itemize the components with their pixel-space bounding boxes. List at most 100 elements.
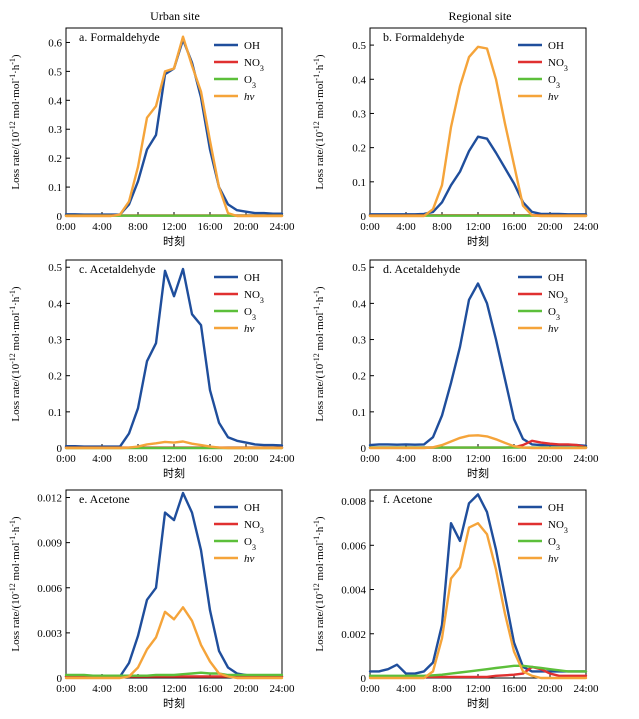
x-tick-label: 24:00 [269,221,295,233]
y-tick-label: 0.002 [341,629,366,641]
panel-title: d. Acetaldehyde [383,262,460,276]
y-axis-label: Loss rate/(10-12 mol·mol-1·h-1) [8,286,23,422]
legend-label-hv: hv [244,91,255,103]
x-tick-label: 8:00 [128,453,148,465]
y-axis-label: Loss rate/(10-12 mol·mol-1·h-1) [312,54,327,190]
panel-4: 0 0.1 0.2 0.3 0.4 0.5 0:00 4:00 8:00 12:00 16:00 20… [312,259,599,480]
legend-label-oh: OH [548,502,564,514]
series-line-hv [64,35,284,218]
x-axis-label: 时刻 [163,234,185,248]
y-axis-label: Loss rate/(10-12 mol·mol-1·h-1) [8,54,23,190]
y-tick-label: 0.3 [48,124,62,136]
x-tick-label: 8:00 [432,683,452,695]
x-tick-label: 0:00 [56,683,76,695]
y-tick-label: 0.004 [341,585,366,597]
x-tick-label: 0:00 [360,453,380,465]
legend-label-oh: OH [548,272,564,284]
x-tick-label: 20:00 [233,683,259,695]
y-tick-label: 0.009 [37,538,62,550]
y-tick-label: 0 [57,211,63,223]
x-axis-label: 时刻 [163,466,185,480]
x-tick-label: 20:00 [233,221,259,233]
series-line-hv [64,440,284,450]
y-tick-label: 0.008 [341,496,366,508]
y-tick-label: 0.3 [352,108,366,120]
x-tick-label: 0:00 [360,221,380,233]
x-axis-label: 时刻 [467,696,489,710]
panel-6: 0 0.002 0.004 0.006 0.008 0:00 4:00 8:00 12:00 16… [312,489,599,710]
x-tick-label: 12:00 [161,683,187,695]
panel-title: a. Formaldehyde [79,30,160,44]
x-tick-label: 16:00 [501,683,527,695]
series-line-hv [368,522,588,680]
x-tick-label: 24:00 [573,221,599,233]
series-line-hv [64,606,284,680]
panels: 0 0.1 0.2 0.3 0.4 0.5 0.6 0:00 4:00 8:00 12:00 16:0… [8,27,599,710]
x-tick-label: 4:00 [396,683,416,695]
series-line-oh [368,135,588,216]
x-tick-label: 8:00 [432,453,452,465]
x-tick-label: 16:00 [197,221,223,233]
x-tick-label: 24:00 [269,453,295,465]
panel-2: 0 0.1 0.2 0.3 0.4 0.5 0:00 4:00 8:00 12:00 16:00 20… [312,27,599,248]
y-tick-label: 0.006 [37,583,62,595]
legend-label-o3: O3 [548,306,560,322]
y-tick-label: 0.2 [352,143,366,155]
series-line-o3 [368,664,588,677]
y-tick-label: 0.2 [48,371,62,383]
x-tick-label: 8:00 [432,221,452,233]
y-tick-label: 0.012 [37,493,62,505]
y-tick-label: 0.1 [48,182,62,194]
y-tick-label: 0.2 [352,371,366,383]
series-line-hv [368,434,588,450]
y-tick-label: 0.4 [352,74,366,86]
x-tick-label: 0:00 [360,683,380,695]
x-tick-label: 4:00 [92,221,112,233]
legend-label-oh: OH [244,40,260,52]
y-tick-label: 0.1 [48,407,62,419]
y-tick-label: 0.003 [37,628,62,640]
x-tick-label: 12:00 [465,683,491,695]
y-tick-label: 0.1 [352,407,366,419]
panel-3: 0 0.1 0.2 0.3 0.4 0.5 0:00 4:00 8:00 12:00 16:00 20… [8,259,295,480]
panel-title: b. Formaldehyde [383,30,464,44]
x-tick-label: 8:00 [128,683,148,695]
panel-title: c. Acetaldehyde [79,262,156,276]
y-tick-label: 0.5 [352,262,366,274]
y-tick-label: 0.4 [48,95,62,107]
x-tick-label: 8:00 [128,221,148,233]
y-tick-label: 0 [361,211,367,223]
y-tick-label: 0.5 [48,262,62,274]
legend-label-hv: hv [244,553,255,565]
y-tick-label: 0.5 [48,66,62,78]
column-title-regional: Regional site [449,9,512,23]
y-tick-label: 0.006 [341,540,366,552]
y-tick-label: 0 [361,673,367,685]
series-line-o3 [64,671,284,677]
x-tick-label: 16:00 [197,683,223,695]
legend-label-oh: OH [244,502,260,514]
x-axis-label: 时刻 [163,696,185,710]
legend-label-no3: NO3 [244,57,264,73]
y-tick-label: 0.2 [48,153,62,165]
y-tick-label: 0.3 [352,335,366,347]
x-tick-label: 4:00 [396,221,416,233]
panel-5: 0 0.003 0.006 0.009 0.012 0:00 4:00 8:00 12:00 16… [8,489,295,710]
y-tick-label: 0.4 [48,298,62,310]
x-tick-label: 12:00 [465,453,491,465]
x-tick-label: 4:00 [92,683,112,695]
y-tick-label: 0 [57,673,63,685]
panel-title: f. Acetone [383,492,432,506]
panel-1: 0 0.1 0.2 0.3 0.4 0.5 0.6 0:00 4:00 8:00 12:00 16:0… [8,27,295,248]
x-tick-label: 20:00 [537,453,563,465]
x-tick-label: 24:00 [573,683,599,695]
y-tick-label: 0 [57,443,63,455]
legend-label-hv: hv [548,553,559,565]
x-tick-label: 24:00 [269,683,295,695]
legend-label-o3: O3 [548,74,560,90]
y-tick-label: 0.1 [352,177,366,189]
x-tick-label: 20:00 [537,221,563,233]
x-tick-label: 20:00 [233,453,259,465]
x-axis-label: 时刻 [467,466,489,480]
